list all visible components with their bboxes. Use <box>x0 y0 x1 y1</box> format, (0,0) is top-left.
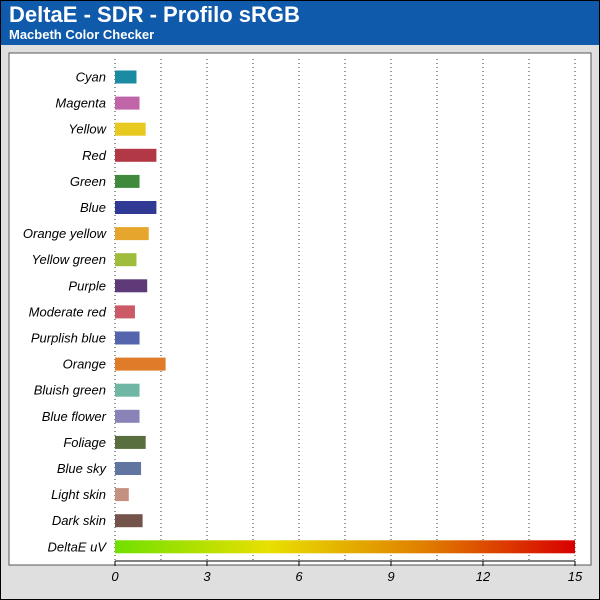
category-label: Blue flower <box>42 409 107 424</box>
bar-dark-skin <box>115 514 143 528</box>
bar-cyan <box>115 70 137 84</box>
bar-orange <box>115 357 166 371</box>
x-tick-label: 3 <box>203 569 211 584</box>
category-label: Purple <box>68 278 106 293</box>
bar-blue-flower <box>115 409 140 423</box>
category-label: Yellow green <box>32 252 106 267</box>
chart-subtitle: Macbeth Color Checker <box>9 27 155 42</box>
x-tick-label: 15 <box>568 569 583 584</box>
category-label: Bluish green <box>34 383 106 398</box>
category-label: Blue sky <box>57 461 108 476</box>
bar-deltae-uv <box>115 540 575 554</box>
category-label: Magenta <box>55 96 106 111</box>
bar-magenta <box>115 96 140 110</box>
category-label: Dark skin <box>52 513 106 528</box>
bar-blue-sky <box>115 462 142 475</box>
bar-moderate-red <box>115 305 135 319</box>
category-label: Foliage <box>63 435 106 450</box>
plot-panel <box>8 52 592 566</box>
x-tick-label: 12 <box>476 569 491 584</box>
category-label: Orange yellow <box>23 226 108 241</box>
category-label: DeltaE uV <box>47 539 107 554</box>
bar-orange-yellow <box>115 227 149 241</box>
category-label: Blue <box>80 200 106 215</box>
category-label: Purplish blue <box>31 331 106 346</box>
x-tick-label: 9 <box>387 569 394 584</box>
x-tick-label: 0 <box>111 569 119 584</box>
chart-header: DeltaE - SDR - Profilo sRGB Macbeth Colo… <box>1 1 599 45</box>
bar-yellow <box>115 122 146 136</box>
bar-blue <box>115 201 157 214</box>
category-label: Moderate red <box>29 304 107 319</box>
category-label: Yellow <box>68 122 107 137</box>
bar-purplish-blue <box>115 331 140 345</box>
bar-red <box>115 148 157 162</box>
category-label: Cyan <box>76 70 106 85</box>
bar-light-skin <box>115 488 129 502</box>
bar-purple <box>115 279 148 293</box>
category-label: Red <box>82 148 107 163</box>
bar-bluish-green <box>115 383 140 397</box>
bar-green <box>115 174 140 188</box>
chart-title: DeltaE - SDR - Profilo sRGB <box>9 2 300 27</box>
category-label: Orange <box>63 357 106 372</box>
x-tick-label: 6 <box>295 569 303 584</box>
bar-yellow-green <box>115 253 137 267</box>
category-label: Green <box>70 174 106 189</box>
bar-foliage <box>115 435 146 449</box>
category-label: Light skin <box>51 487 106 502</box>
